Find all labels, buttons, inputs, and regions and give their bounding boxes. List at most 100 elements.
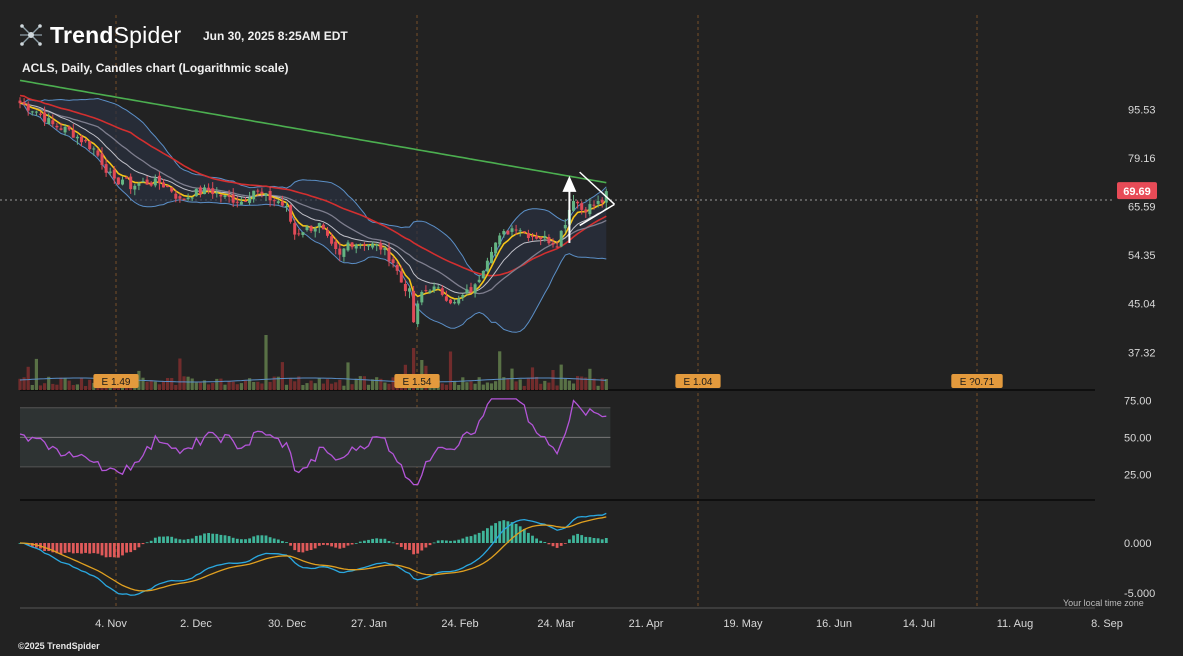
last-price-label: 69.69	[1123, 186, 1151, 198]
volume-bar	[51, 383, 55, 390]
macd-histogram-bar	[518, 526, 522, 543]
volume-bar	[38, 385, 43, 390]
macd-histogram-bar	[596, 538, 600, 543]
macd-histogram-bar	[108, 543, 112, 558]
candle-body	[416, 303, 420, 325]
volume-bar	[543, 380, 547, 390]
macd-histogram-bar	[289, 543, 292, 546]
brand-light: Spider	[113, 22, 182, 48]
chart-subtitle: ACLS, Daily, Candles chart (Logarithmic …	[22, 61, 289, 75]
trendspider-spider-icon	[18, 22, 44, 53]
volume-bar	[252, 382, 256, 390]
candle-body	[231, 194, 235, 203]
candle-body	[18, 100, 22, 104]
candle-body	[350, 242, 354, 248]
volume-bar	[485, 382, 489, 390]
candle-body	[211, 188, 215, 195]
x-tick-label: 2. Dec	[180, 618, 212, 630]
macd-histogram-bar	[268, 537, 272, 543]
volume-bar	[157, 384, 161, 390]
bollinger-lower	[19, 102, 607, 333]
macd-histogram-bar	[363, 540, 366, 543]
volume-bar	[473, 383, 477, 390]
macd-histogram-bar	[55, 543, 59, 554]
candle-body	[526, 233, 530, 238]
macd-histogram-bar	[149, 540, 153, 543]
candle-body	[367, 245, 370, 247]
macd-histogram-bar	[203, 533, 206, 543]
axes: 95.53 79.16 65.59 54.35 45.04 37.32 69.69 75.00…	[95, 105, 1157, 630]
volume-bar	[235, 384, 239, 390]
macd-histogram-bar	[375, 538, 379, 543]
volume-bar	[539, 383, 543, 390]
candle-body	[43, 112, 47, 122]
macd-histogram-bar	[580, 535, 584, 543]
candle-body	[116, 177, 120, 185]
rsi-tick-label: 75.00	[1124, 395, 1152, 407]
volume-bar	[79, 377, 84, 390]
macd-histogram-bar	[600, 539, 604, 543]
volume-bar	[412, 348, 416, 390]
price-tick-label: 45.04	[1128, 299, 1156, 311]
candle-body	[584, 209, 588, 213]
macd-histogram-bar	[420, 543, 424, 551]
volume-bar	[18, 378, 22, 390]
volume-bar	[243, 380, 248, 390]
volume-bar	[371, 379, 375, 390]
candle-body	[215, 192, 219, 194]
volume-bar	[301, 385, 305, 390]
candle-body	[84, 140, 88, 142]
ema9-line	[19, 102, 607, 300]
volume-bar	[207, 384, 211, 390]
volume-bar	[448, 351, 453, 390]
macd-histogram-bar	[211, 533, 215, 543]
rsi-line	[19, 398, 607, 486]
volume-bar	[223, 384, 227, 390]
candle-body	[133, 185, 137, 190]
earnings-label: E ?0.71	[960, 377, 995, 388]
earnings-badge	[394, 374, 440, 388]
candle-body	[235, 201, 239, 203]
timezone-note[interactable]: Your local time zone	[1063, 598, 1144, 608]
macd-histogram-bar	[30, 543, 34, 547]
candle-body	[100, 153, 104, 165]
macd-histogram-bar	[244, 539, 247, 543]
candle-body	[75, 136, 79, 139]
candle-body	[305, 226, 309, 231]
candle-body	[166, 185, 170, 188]
macd-histogram-bar	[334, 543, 338, 548]
volume-bar	[309, 380, 313, 390]
volume-bar	[350, 384, 354, 390]
macd-histogram-bar	[555, 543, 559, 548]
x-tick-label: 14. Jul	[903, 618, 935, 630]
macd-histogram-bar	[264, 535, 268, 543]
macd-histogram-bar	[576, 533, 579, 543]
candle-body	[207, 187, 211, 191]
macd-histogram-bar	[522, 529, 526, 543]
macd-histogram-bar	[543, 542, 547, 543]
candle-body	[522, 231, 526, 233]
x-tick-label: 19. May	[723, 618, 763, 630]
volume-bar	[190, 378, 194, 390]
candle-body	[399, 271, 403, 283]
candle-body	[362, 244, 366, 246]
candle-body	[313, 228, 317, 232]
x-tick-label: 27. Jan	[351, 618, 387, 630]
ema12-line	[19, 102, 607, 294]
macd-histogram-bar	[145, 542, 149, 544]
macd-histogram-bar	[252, 536, 256, 543]
volume-bar	[22, 377, 26, 390]
volume-bar	[313, 383, 317, 390]
chart-grid	[0, 15, 1115, 609]
candle-body	[301, 232, 305, 235]
macd-histogram-bar	[47, 543, 51, 551]
macd-histogram-bar	[158, 536, 161, 543]
candle-body	[539, 237, 543, 240]
candle-body	[592, 204, 596, 206]
candle-body	[194, 188, 198, 197]
earnings-markers: E 1.49 E 1.54 E 1.04 E ?0.71	[93, 374, 1003, 388]
x-tick-label: 16. Jun	[816, 618, 852, 630]
macd-histogram-bar	[293, 543, 297, 551]
volume-bar	[256, 381, 260, 390]
